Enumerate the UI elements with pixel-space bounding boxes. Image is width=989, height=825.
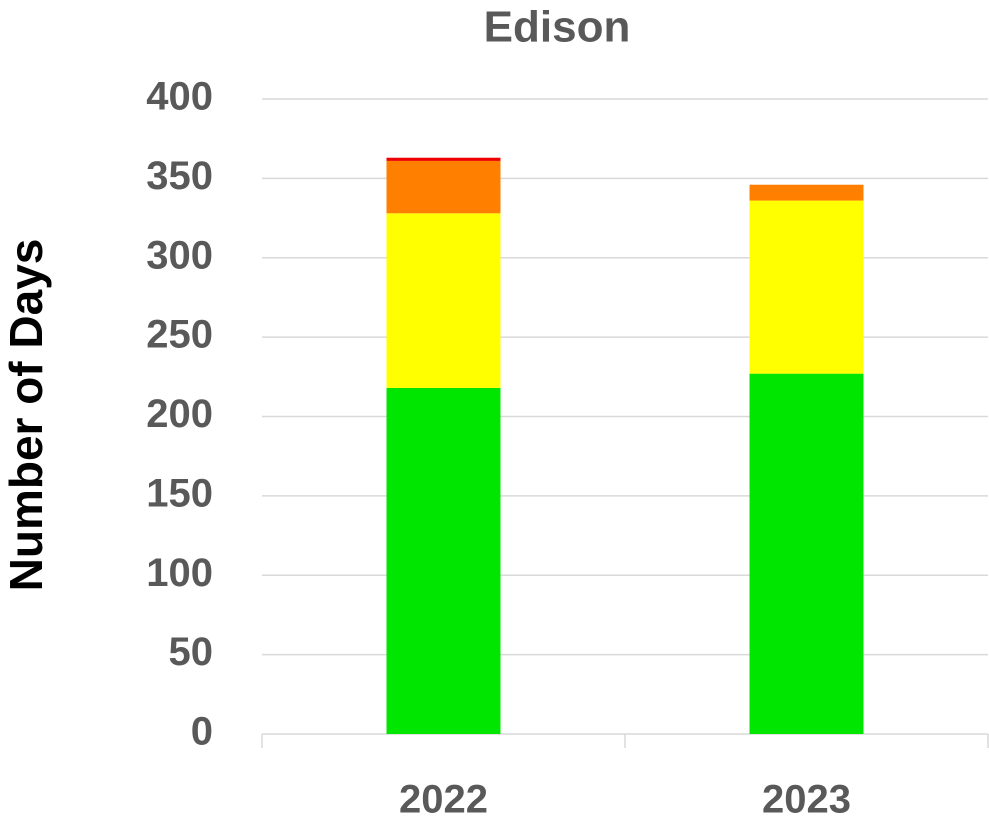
x-tick-label: 2022 [399,778,488,822]
bar-segment [749,184,864,201]
y-tick-label: 300 [146,233,213,277]
bar-segment [386,387,501,734]
y-tick-label: 100 [146,551,213,595]
bar-segment [749,200,864,374]
bar-segment [749,373,864,734]
y-tick-label: 200 [146,392,213,436]
y-axis-label: Number of Days [0,239,52,592]
y-tick-label: 150 [146,471,213,515]
bar-segment [386,157,501,161]
y-tick-label: 350 [146,154,213,198]
x-tick-label: 2023 [762,778,851,822]
y-tick-label: 0 [191,710,213,754]
chart-title: Edison [484,3,631,52]
bar-segment [386,160,501,214]
y-tick-label: 400 [146,75,213,119]
y-tick-label: 50 [169,630,214,674]
y-tick-label: 250 [146,313,213,357]
bar-segment [386,213,501,388]
